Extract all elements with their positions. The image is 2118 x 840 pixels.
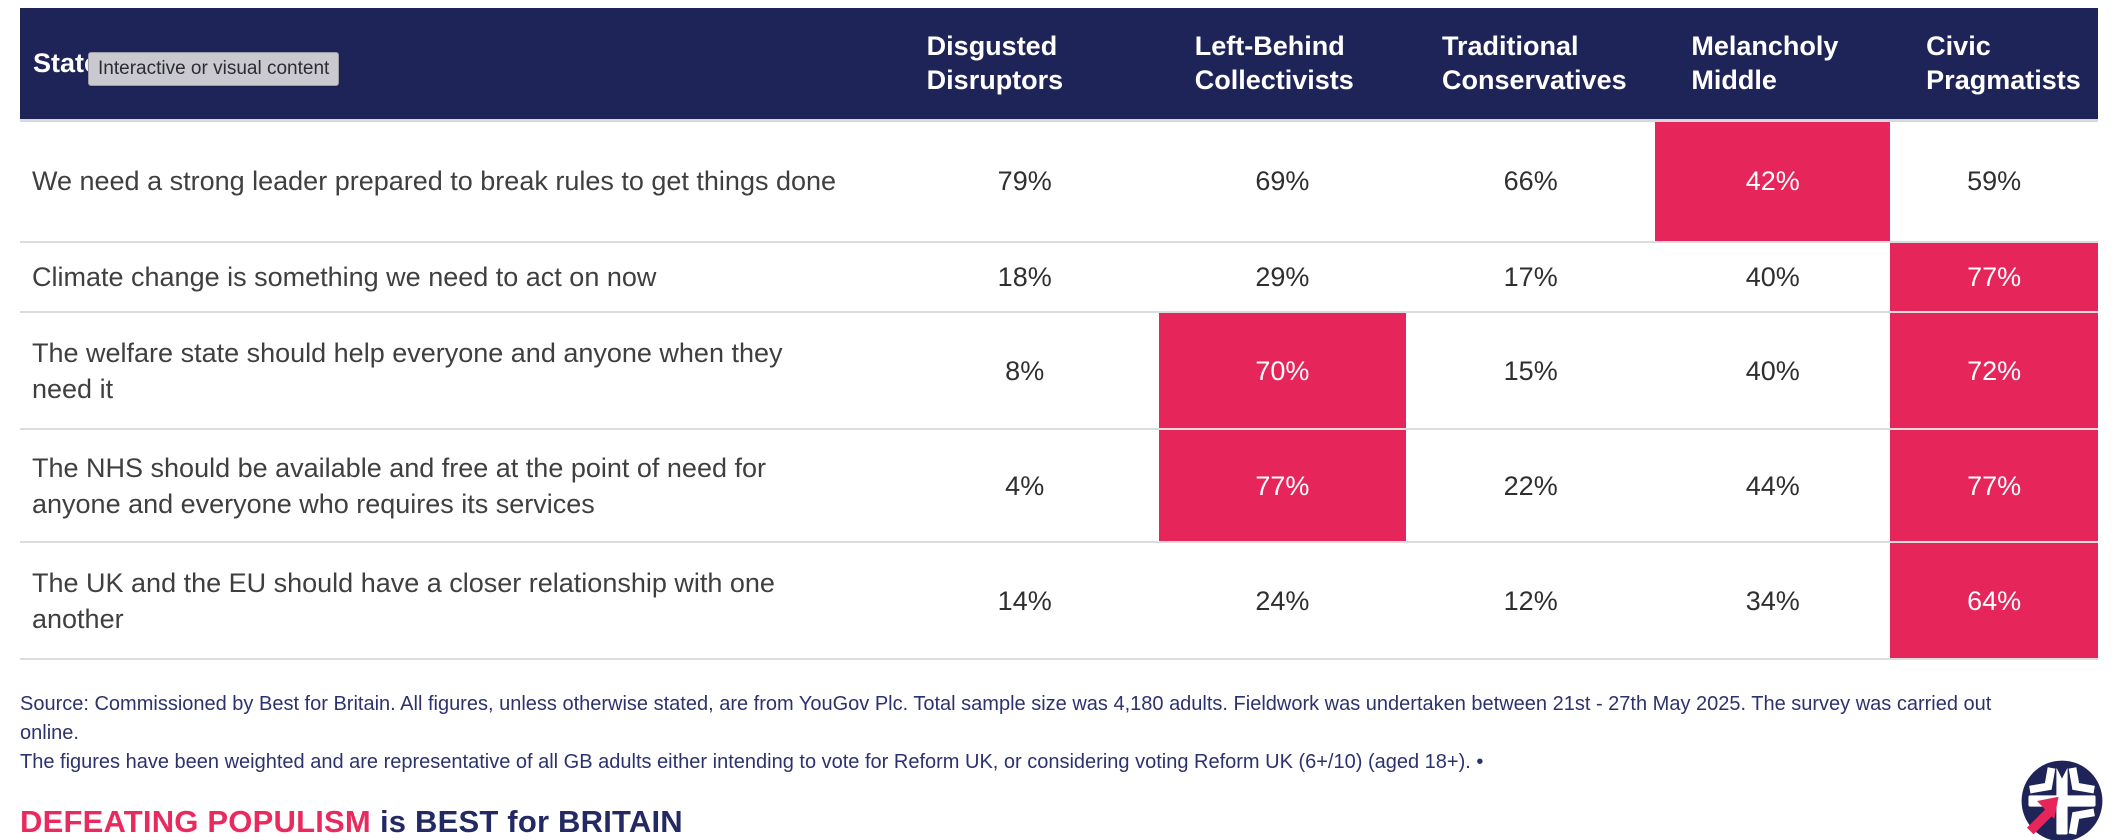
statement-cell: The welfare state should help everyone a… bbox=[20, 311, 891, 429]
table-row: Climate change is something we need to a… bbox=[20, 241, 2098, 312]
statement-cell: The UK and the EU should have a closer r… bbox=[20, 541, 891, 660]
slogan-navy-text: is BEST for BRITAIN bbox=[379, 804, 683, 839]
value-cell: 12% bbox=[1406, 541, 1656, 660]
column-header-1: Disgusted Disruptors bbox=[890, 8, 1159, 122]
value-cell: 29% bbox=[1158, 241, 1406, 312]
slogan-pink-text: DEFEATING POPULISM bbox=[20, 804, 371, 839]
value-cell: 44% bbox=[1655, 428, 1891, 542]
source-note: Source: Commissioned by Best for Britain… bbox=[20, 690, 2020, 777]
report-page: StatementDisgusted DisruptorsLeft-Behind… bbox=[0, 8, 2118, 840]
column-header-2: Left-Behind Collectivists bbox=[1158, 8, 1406, 122]
segments-table: StatementDisgusted DisruptorsLeft-Behind… bbox=[20, 8, 2098, 660]
value-cell: 8% bbox=[890, 311, 1159, 429]
value-cell: 79% bbox=[997, 166, 1052, 197]
value-cell-highlighted: 64% bbox=[1890, 541, 2098, 660]
statement-column-header: Statement bbox=[20, 8, 891, 122]
value-cell-highlighted: 77% bbox=[1890, 428, 2098, 542]
statement-cell: Climate change is something we need to a… bbox=[20, 241, 891, 312]
header-row: StatementDisgusted DisruptorsLeft-Behind… bbox=[20, 8, 2098, 122]
statement-cell: We need a strong leader prepared to brea… bbox=[32, 166, 837, 197]
source-line-1: Source: Commissioned by Best for Britain… bbox=[20, 693, 1992, 744]
value-cell: 17% bbox=[1406, 241, 1656, 312]
value-cell-highlighted: 77% bbox=[1158, 428, 1406, 542]
column-header-4: Melancholy Middle bbox=[1655, 8, 1891, 122]
table-row: The welfare state should help everyone a… bbox=[20, 311, 2098, 429]
value-cell-highlighted: 42% bbox=[1655, 120, 1891, 242]
column-header-5: Civic Pragmatists bbox=[1890, 8, 2098, 122]
table-row: The UK and the EU should have a closer r… bbox=[20, 541, 2098, 660]
statement-cell: The NHS should be available and free at … bbox=[20, 428, 891, 542]
value-cell: 4% bbox=[890, 428, 1159, 542]
value-cell: 14% bbox=[890, 541, 1159, 660]
value-cell: 18% bbox=[890, 241, 1159, 312]
column-header-3: Traditional Conservatives bbox=[1406, 8, 1656, 122]
value-cell: 59% bbox=[1967, 166, 2022, 197]
table-row: The NHS should be available and free at … bbox=[20, 428, 2098, 542]
interactive-content-badge[interactable]: Interactive or visual content bbox=[88, 52, 340, 86]
value-cell: 40% bbox=[1655, 241, 1891, 312]
best-for-britain-logo-icon bbox=[2021, 760, 2103, 840]
value-cell-highlighted: 77% bbox=[1890, 241, 2098, 312]
value-cell-highlighted: 72% bbox=[1890, 311, 2098, 429]
slogan: DEFEATING POPULISM is BEST for BRITAIN bbox=[20, 804, 2118, 840]
value-cell: 66% bbox=[1503, 166, 1558, 197]
table-row: We need a strong leader prepared to brea… bbox=[20, 120, 2098, 242]
value-cell: 69% bbox=[1255, 166, 1310, 197]
value-cell: 22% bbox=[1406, 428, 1656, 542]
value-cell-highlighted: 70% bbox=[1158, 311, 1406, 429]
value-cell: 15% bbox=[1406, 311, 1656, 429]
value-cell: 24% bbox=[1158, 541, 1406, 660]
value-cell: 34% bbox=[1655, 541, 1891, 660]
value-cell: 40% bbox=[1655, 311, 1891, 429]
source-line-2: The figures have been weighted and are r… bbox=[20, 751, 1484, 773]
